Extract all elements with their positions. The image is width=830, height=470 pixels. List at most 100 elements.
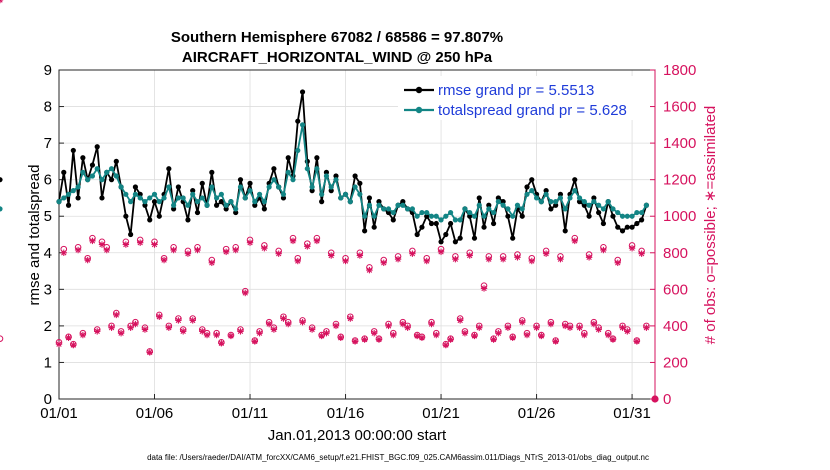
rmse-point (218, 199, 224, 205)
spread-point (624, 213, 630, 219)
obs-assimilated-marker (351, 338, 359, 345)
obs-assimilated-marker (308, 326, 316, 333)
rmse-point (156, 213, 162, 219)
spread-point (572, 188, 578, 194)
obs-assimilated-marker (533, 324, 540, 331)
obs-assimilated-marker (151, 241, 158, 248)
spread-point (543, 191, 549, 197)
spread-point (634, 209, 640, 216)
obs-assimilated-marker (428, 320, 435, 328)
spread-point (586, 202, 592, 208)
spread-point (271, 177, 277, 183)
obs-assimilated-marker (122, 241, 130, 248)
obs-assimilated-marker (89, 237, 96, 245)
rmse-point (137, 191, 143, 197)
spread-point (209, 184, 215, 190)
obs-assimilated-marker (461, 330, 469, 337)
rmse-point (500, 199, 506, 205)
obs-assimilated-marker (136, 239, 144, 246)
y2-axis-label: # of obs: o=possible; ∗=assimilated (702, 106, 719, 345)
rmse-point (194, 209, 201, 216)
spread-point (166, 184, 172, 190)
obs-assimilated-marker (413, 332, 421, 340)
spread-point (147, 195, 153, 201)
obs-assimilated-marker (270, 326, 278, 333)
spread-point (505, 206, 511, 212)
rmse-point (390, 217, 396, 223)
obs-assimilated-marker (242, 289, 249, 297)
spread-point (409, 206, 415, 212)
y2-tick-label: 1600 (663, 99, 696, 116)
obs-assimilated-marker (194, 246, 201, 254)
obs-assimilated-marker (557, 255, 564, 263)
y-tick-label: 2 (44, 318, 52, 335)
rmse-point (0, 177, 3, 183)
rmse-point (295, 118, 301, 124)
right-axis: 0 200 400 600 800 1000 1200 1400 1600 1800 (650, 62, 696, 408)
obs-assimilated-marker (542, 250, 550, 257)
obs-assimilated-marker (547, 320, 555, 328)
spread-point (581, 199, 587, 205)
rmse-point (619, 228, 626, 234)
spread-point (56, 199, 62, 205)
rmse-point (529, 177, 535, 183)
obs-assimilated-marker (60, 249, 67, 256)
rmse-point (171, 206, 177, 212)
obs-assimilated-marker (490, 336, 497, 343)
spread-point (452, 217, 458, 223)
spread-point (314, 166, 320, 172)
obs-assimilated-marker (619, 324, 626, 331)
obs-assimilated-marker (571, 237, 578, 245)
spread-point (357, 191, 363, 197)
rmse-point (237, 177, 244, 183)
spread-point (481, 213, 487, 219)
spread-point (390, 209, 396, 216)
obs-assimilated-marker (113, 311, 120, 319)
spread-point (151, 191, 158, 197)
y-tick-label: 7 (44, 135, 52, 152)
obs-assimilated-marker (375, 336, 383, 343)
legend-spread-marker (415, 106, 423, 114)
spread-point (510, 213, 516, 219)
rmse-point (357, 180, 363, 186)
obs-assimilated-marker (160, 256, 168, 264)
spread-point (228, 199, 234, 205)
x-tick-label: 01/26 (518, 405, 556, 422)
spread-point (553, 199, 559, 205)
spread-point (99, 177, 105, 183)
obs-assimilated-marker (98, 241, 106, 248)
spread-point (194, 199, 201, 205)
spread-point (175, 195, 181, 201)
obs-zero-marker (651, 395, 659, 403)
obs-assimilated-marker (203, 331, 211, 339)
obs-assimilated-marker (385, 322, 392, 330)
rmse-point (471, 235, 478, 241)
spread-point (256, 191, 263, 197)
obs-assimilated-marker (433, 331, 440, 339)
spread-point (338, 195, 344, 201)
spread-point (85, 177, 91, 183)
spread-point (428, 213, 435, 219)
rmse-point (209, 169, 215, 175)
spread-point (80, 169, 86, 175)
data-file-footer: data file: /Users/raeder/DAI/ATM_forcXX/… (147, 453, 649, 462)
spread-point (643, 202, 650, 208)
x-tick-label: 01/21 (422, 405, 460, 422)
spread-point (615, 209, 621, 216)
rmse-point (476, 195, 482, 201)
rmse-point (553, 202, 559, 208)
spread-point (596, 202, 602, 208)
obs-assimilated-marker (237, 328, 244, 335)
obs-assimilated-marker (404, 324, 411, 331)
rmse-point (548, 206, 554, 212)
obs-assimilated-marker (390, 331, 397, 339)
spread-point (65, 191, 72, 197)
spread-point (199, 195, 205, 201)
spread-point (471, 213, 478, 219)
obs-assimilated-marker (0, 0, 4, 4)
spread-point (533, 195, 540, 201)
spread-point (419, 209, 425, 216)
spread-point (576, 195, 583, 201)
spread-point (395, 202, 401, 208)
x-axis-label: Jan.01,2013 00:00:00 start (268, 427, 447, 444)
